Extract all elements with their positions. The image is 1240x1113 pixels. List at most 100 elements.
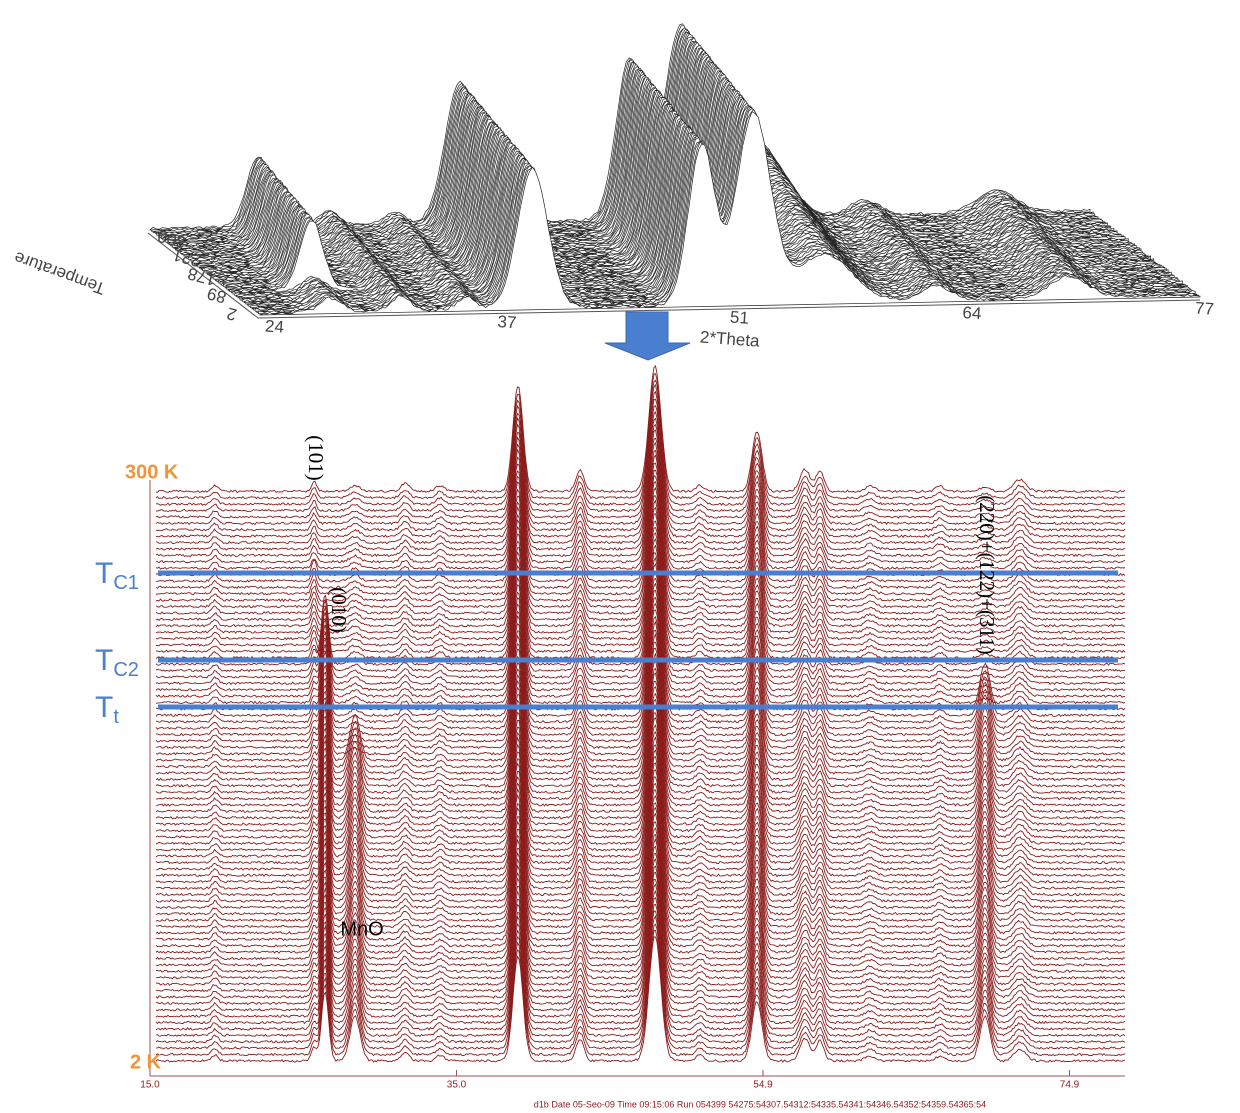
x-tick-label: 35.0	[447, 1080, 467, 1091]
x-tick-label: 15.0	[140, 1080, 160, 1091]
transition-symbol: T	[95, 557, 113, 590]
peak-annotation: (010)	[327, 587, 351, 633]
peak-annotation: (220)+(122)+(311)	[975, 495, 999, 654]
x-axis-label: 2*Theta	[699, 328, 760, 351]
trace	[155, 486, 1126, 615]
trace	[155, 755, 1126, 884]
trace	[155, 680, 1126, 807]
trace	[155, 871, 1126, 999]
trace	[155, 641, 1126, 769]
trace	[155, 923, 1126, 1050]
trace	[155, 837, 1126, 967]
depth-axis-3d	[147, 232, 259, 319]
trace	[155, 647, 1126, 775]
trace	[155, 915, 1126, 1044]
trace	[155, 897, 1126, 1025]
transition-subscript: t	[113, 706, 119, 728]
trace	[155, 889, 1126, 1018]
trace	[155, 910, 1126, 1038]
trace	[155, 852, 1126, 980]
trace	[155, 629, 1126, 756]
x-tick-label: 64	[962, 303, 982, 323]
transition-subscript: C1	[113, 572, 139, 594]
trace	[155, 552, 1126, 679]
trace	[155, 717, 1126, 846]
trace	[155, 712, 1126, 839]
trace	[155, 632, 1126, 762]
trace	[155, 563, 1126, 692]
trace	[155, 423, 1126, 551]
trace	[155, 441, 1126, 570]
trace	[155, 903, 1126, 1031]
trace	[155, 620, 1126, 750]
transition-label: TC1	[95, 557, 139, 594]
trace	[155, 827, 1126, 954]
trace	[155, 429, 1126, 558]
trace	[156, 379, 1126, 506]
trace	[155, 883, 1126, 1012]
trace	[155, 615, 1125, 743]
transition-label: Tt	[95, 691, 119, 728]
trace	[156, 878, 1126, 1006]
x-tick-label: 54.9	[753, 1080, 773, 1091]
trace	[155, 365, 1126, 493]
transition-subscript: C2	[113, 659, 139, 681]
trace	[155, 806, 1126, 935]
down-arrow	[604, 311, 691, 361]
trace	[155, 571, 1126, 698]
x-tick-label: 37	[497, 312, 517, 332]
y-tick-label: 2	[225, 304, 239, 325]
trace	[155, 417, 1126, 545]
trace	[155, 469, 1126, 596]
trace	[155, 672, 1126, 801]
transition-symbol: T	[95, 644, 113, 677]
trace	[155, 692, 1126, 820]
trace	[155, 526, 1126, 654]
trace	[155, 520, 1126, 647]
trace	[155, 437, 1126, 564]
arrow-shape	[604, 311, 691, 361]
trace	[155, 782, 1126, 910]
trace	[155, 544, 1126, 673]
x-tick-label: 51	[729, 308, 749, 328]
trace	[155, 776, 1126, 903]
trace	[155, 390, 1126, 519]
trace	[155, 789, 1126, 916]
trace	[155, 609, 1126, 737]
trace	[155, 686, 1126, 814]
transition-symbol: T	[95, 691, 113, 724]
trace	[155, 475, 1126, 602]
trace	[155, 698, 1126, 826]
trace	[155, 398, 1126, 526]
trace	[155, 405, 1126, 532]
trace	[155, 724, 1126, 852]
trace	[155, 736, 1126, 865]
trace	[155, 495, 1126, 622]
trace	[155, 513, 1125, 641]
trace	[155, 462, 1126, 590]
x-tick-label: 74.9	[1060, 1080, 1080, 1091]
trace	[155, 845, 1126, 974]
top-temp-label: 300 K	[125, 461, 179, 483]
trace	[155, 506, 1126, 634]
trace	[155, 749, 1126, 878]
trace	[155, 929, 1126, 1057]
trace	[155, 865, 1126, 993]
trace	[155, 833, 1126, 961]
trace	[155, 373, 1126, 500]
trace	[155, 602, 1126, 730]
trace	[155, 652, 1126, 782]
x-axis-3d	[257, 299, 1201, 319]
bottom-temp-label: 2 K	[130, 1051, 162, 1073]
trace	[155, 802, 1125, 929]
trace	[155, 383, 1126, 513]
trace-3d	[259, 111, 1201, 316]
trace	[155, 762, 1126, 890]
trace	[155, 480, 1125, 609]
trace	[155, 704, 1126, 833]
x-tick-label: 77	[1194, 299, 1214, 319]
trace	[155, 769, 1126, 897]
